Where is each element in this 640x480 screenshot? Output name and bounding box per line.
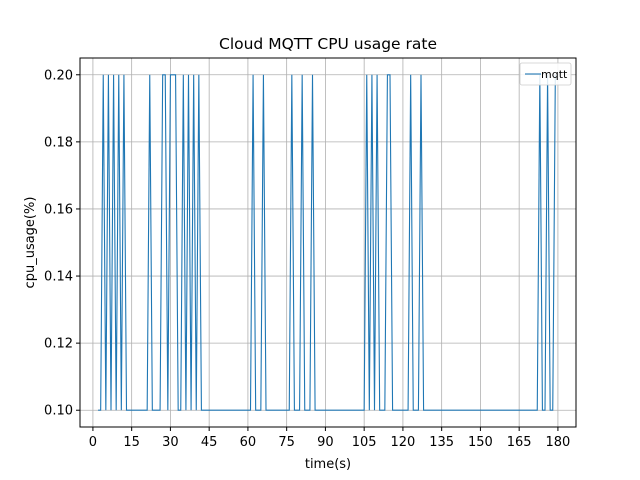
x-tick-label: 90 bbox=[317, 435, 334, 450]
legend-box bbox=[519, 62, 572, 86]
x-tick-label: 150 bbox=[468, 435, 493, 450]
x-tick-label: 135 bbox=[429, 435, 454, 450]
x-tick-label: 165 bbox=[507, 435, 532, 450]
x-tick-label: 15 bbox=[123, 435, 140, 450]
y-axis: 0.10 0.12 0.14 0.16 0.18 0.20 bbox=[44, 68, 80, 419]
series-layer bbox=[98, 74, 556, 411]
x-tick-label: 60 bbox=[240, 435, 257, 450]
x-tick-label: 105 bbox=[352, 435, 377, 450]
x-tick-label: 45 bbox=[201, 435, 218, 450]
legend: mqtt bbox=[519, 62, 572, 86]
x-axis-label: time(s) bbox=[305, 457, 351, 472]
x-tick-label: 30 bbox=[162, 435, 179, 450]
y-tick-label: 0.16 bbox=[44, 202, 73, 217]
y-tick-label: 0.12 bbox=[44, 337, 73, 352]
axes-frame bbox=[79, 57, 577, 428]
legend-label-mqtt: mqtt bbox=[541, 68, 568, 81]
y-tick-label: 0.20 bbox=[44, 68, 73, 83]
x-tick-label: 180 bbox=[546, 435, 571, 450]
y-tick-label: 0.10 bbox=[44, 404, 73, 419]
x-tick-label: 75 bbox=[278, 435, 295, 450]
series-line-mqtt bbox=[98, 74, 556, 411]
x-tick-label: 120 bbox=[391, 435, 416, 450]
x-axis: 0 15 30 45 60 75 90 105 120 135 150 165 180 bbox=[89, 427, 571, 450]
y-tick-label: 0.18 bbox=[44, 135, 73, 150]
y-axis-label: cpu_usage(%) bbox=[23, 197, 38, 289]
y-tick-label: 0.14 bbox=[44, 270, 73, 285]
chart-title: Cloud MQTT CPU usage rate bbox=[219, 35, 437, 53]
plot-area bbox=[80, 58, 576, 427]
x-tick-label: 0 bbox=[89, 435, 97, 450]
